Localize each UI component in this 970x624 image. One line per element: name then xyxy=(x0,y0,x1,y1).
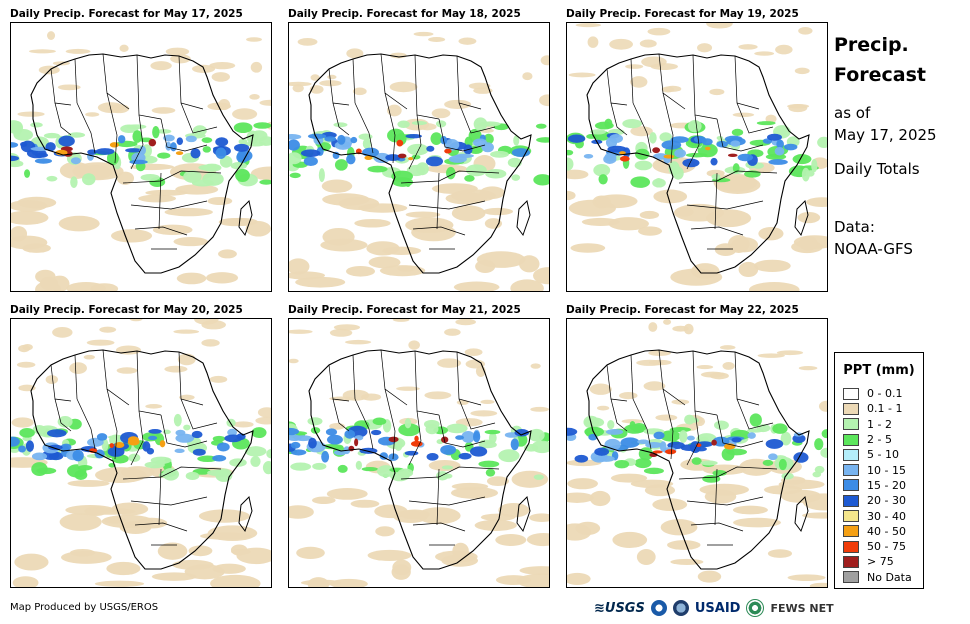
precip-map-svg xyxy=(567,23,827,291)
legend-item: 10 - 15 xyxy=(835,462,923,477)
panel-title: Daily Precip. Forecast for May 21, 2025 xyxy=(288,304,521,316)
legend-item: 50 - 75 xyxy=(835,539,923,554)
precip-map xyxy=(288,22,550,292)
panel-title: Daily Precip. Forecast for May 17, 2025 xyxy=(10,8,243,20)
panel-title: Daily Precip. Forecast for May 19, 2025 xyxy=(566,8,799,20)
legend-swatch xyxy=(843,510,859,523)
legend-label: 1 - 2 xyxy=(867,417,892,431)
legend-item: 15 - 20 xyxy=(835,478,923,493)
logo-strip: ≋USGS USAID FEWS NET xyxy=(594,598,834,618)
usgs-logo: ≋USGS xyxy=(594,600,645,616)
as-of-line1: as of xyxy=(834,104,871,122)
precip-map xyxy=(566,318,828,588)
legend-swatch xyxy=(843,494,859,507)
legend-item: 1 - 2 xyxy=(835,417,923,432)
precip-map xyxy=(10,22,272,292)
panel-title: Daily Precip. Forecast for May 18, 2025 xyxy=(288,8,521,20)
legend-item: 0 - 0.1 xyxy=(835,386,923,401)
legend-label: 0 - 0.1 xyxy=(867,387,903,401)
legend-swatch xyxy=(843,448,859,461)
legend-swatch xyxy=(843,571,859,584)
legend-swatch xyxy=(843,525,859,538)
precip-map xyxy=(288,318,550,588)
legend-item: 2 - 5 xyxy=(835,432,923,447)
legend-label: 5 - 10 xyxy=(867,448,899,462)
legend-item: 40 - 50 xyxy=(835,524,923,539)
precip-map xyxy=(10,318,272,588)
legend-label: 50 - 75 xyxy=(867,540,906,554)
legend-swatch xyxy=(843,387,859,400)
legend-swatch xyxy=(843,555,859,568)
legend-label: 30 - 40 xyxy=(867,509,906,523)
legend-swatch xyxy=(843,433,859,446)
info-title-line1: Precip. xyxy=(834,34,909,56)
forecast-panel-5: Daily Precip. Forecast for May 21, 2025 xyxy=(288,304,550,594)
legend-label: 0.1 - 1 xyxy=(867,402,903,416)
precip-map-svg xyxy=(289,319,549,587)
legend-label: 20 - 30 xyxy=(867,494,906,508)
totals-label: Daily Totals xyxy=(834,160,920,178)
legend-swatch xyxy=(843,540,859,553)
fews-globe-icon xyxy=(746,599,765,617)
precip-map-svg xyxy=(567,319,827,587)
legend-swatch xyxy=(843,402,859,415)
legend-title: PPT (mm) xyxy=(843,363,915,378)
forecast-panel-1: Daily Precip. Forecast for May 17, 2025 xyxy=(10,8,272,298)
precip-map-svg xyxy=(11,319,271,587)
legend-swatch xyxy=(843,479,859,492)
legend-item: 30 - 40 xyxy=(835,508,923,523)
info-title-line2: Forecast xyxy=(834,64,926,86)
precip-map-svg xyxy=(11,23,271,291)
legend-label: > 75 xyxy=(867,555,894,569)
as-of-date: May 17, 2025 xyxy=(834,126,937,144)
info-block: Precip. Forecast as of May 17, 2025 Dail… xyxy=(834,30,964,260)
precip-map xyxy=(566,22,828,292)
map-credit: Map Produced by USGS/EROS xyxy=(10,602,159,613)
legend-label: No Data xyxy=(867,570,912,584)
legend-label: 2 - 5 xyxy=(867,433,892,447)
legend-label: 10 - 15 xyxy=(867,463,906,477)
legend-swatch xyxy=(843,464,859,477)
panel-title: Daily Precip. Forecast for May 20, 2025 xyxy=(10,304,243,316)
forecast-panel-3: Daily Precip. Forecast for May 19, 2025 xyxy=(566,8,828,298)
legend-swatch xyxy=(843,418,859,431)
forecast-panel-6: Daily Precip. Forecast for May 22, 2025 xyxy=(566,304,828,594)
data-source: NOAA-GFS xyxy=(834,240,913,258)
forecast-panel-2: Daily Precip. Forecast for May 18, 2025 xyxy=(288,8,550,298)
noaa-logo-icon xyxy=(650,600,667,616)
legend-item: 0.1 - 1 xyxy=(835,401,923,416)
legend-label: 40 - 50 xyxy=(867,524,906,538)
legend-label: 15 - 20 xyxy=(867,478,906,492)
legend-item: > 75 xyxy=(835,554,923,569)
usaid-logo: USAID xyxy=(694,600,741,616)
nasa-seal-icon xyxy=(672,600,689,616)
panel-title: Daily Precip. Forecast for May 22, 2025 xyxy=(566,304,799,316)
legend-item: 5 - 10 xyxy=(835,447,923,462)
precip-map-svg xyxy=(289,23,549,291)
forecast-panel-4: Daily Precip. Forecast for May 20, 2025 xyxy=(10,304,272,594)
data-label: Data: xyxy=(834,218,875,236)
legend-item: No Data xyxy=(835,570,923,585)
legend-item: 20 - 30 xyxy=(835,493,923,508)
fews-net-logo: FEWS NET xyxy=(770,601,834,615)
